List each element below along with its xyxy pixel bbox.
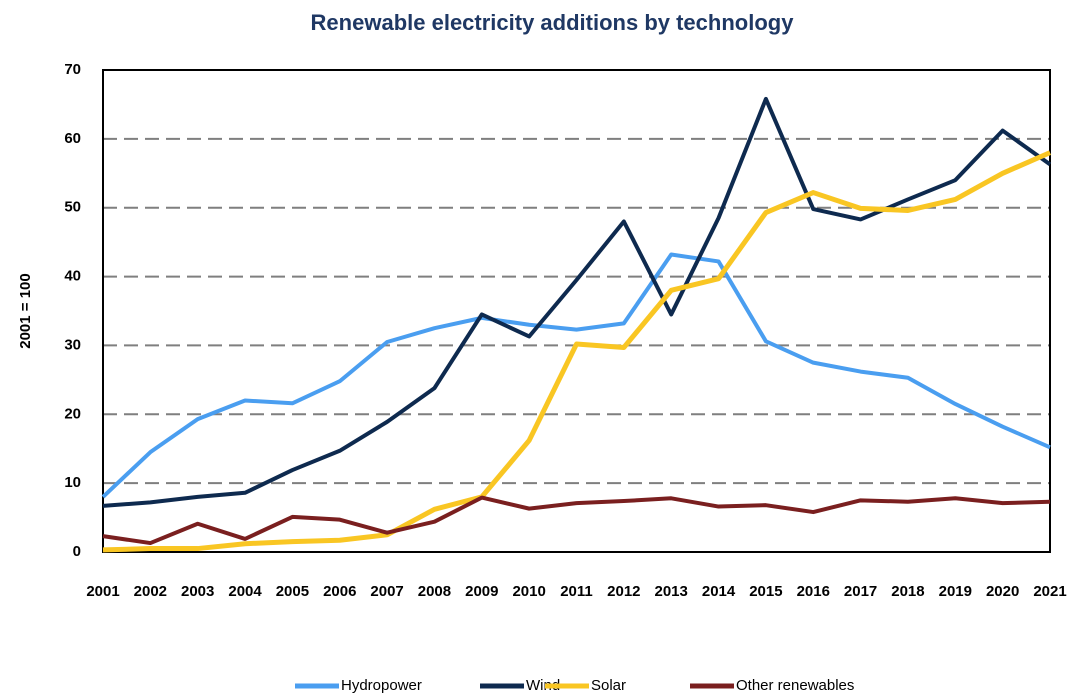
x-tick-label: 2018: [891, 583, 924, 600]
legend-label: Hydropower: [341, 677, 422, 694]
x-tick-label: 2021: [1033, 583, 1066, 600]
legend-label: Solar: [591, 677, 626, 694]
chart-title: Renewable electricity additions by techn…: [311, 10, 795, 35]
y-axis-label: 2001 = 100: [17, 273, 34, 349]
x-tick-label: 2019: [939, 583, 972, 600]
x-tick-label: 2001: [86, 583, 119, 600]
x-tick-label: 2015: [749, 583, 782, 600]
x-tick-label: 2011: [560, 583, 593, 600]
y-tick-label: 30: [64, 336, 81, 353]
legend-label: Wind: [526, 677, 560, 694]
series-line: [102, 495, 1051, 546]
x-tick-label: 2014: [702, 583, 736, 600]
x-tick-label: 2010: [512, 583, 545, 600]
x-tick-label: 2004: [228, 583, 262, 600]
y-tick-label: 10: [64, 474, 81, 491]
x-tick-label: 2003: [181, 583, 214, 600]
x-tick-label: 2002: [134, 583, 167, 600]
series-line: [102, 96, 1052, 508]
y-tick-label: 40: [64, 268, 81, 285]
y-tick-label: 50: [64, 199, 81, 216]
series-line: [101, 252, 1051, 499]
y-tick-label: 70: [64, 61, 81, 78]
y-tick-label: 60: [64, 130, 81, 147]
x-tick-label: 2020: [986, 583, 1019, 600]
y-tick-label: 20: [64, 405, 81, 422]
x-tick-label: 2013: [655, 583, 688, 600]
x-tick-label: 2009: [465, 583, 498, 600]
x-tick-label: 2006: [323, 583, 356, 600]
x-tick-label: 2017: [844, 583, 877, 600]
x-tick-label: 2005: [276, 583, 309, 600]
x-tick-label: 2007: [370, 583, 403, 600]
legend-label: Other renewables: [736, 677, 854, 694]
y-tick-label: 0: [73, 543, 81, 560]
x-tick-label: 2012: [607, 583, 640, 600]
plot-frame: [102, 69, 1051, 553]
series-line: [102, 150, 1051, 553]
x-tick-label: 2016: [797, 583, 830, 600]
x-tick-label: 2008: [418, 583, 451, 600]
